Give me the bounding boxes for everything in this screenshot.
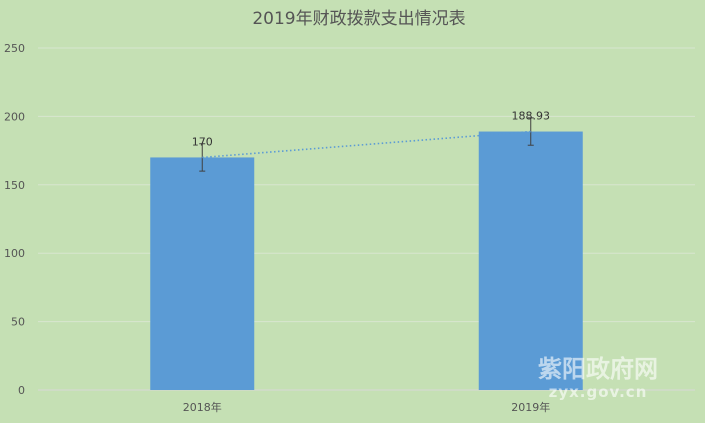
y-tick-label-100: 100 (4, 247, 25, 260)
x-tick-label-2: 2019年 (511, 400, 550, 414)
y-tick-label-150: 150 (4, 179, 25, 192)
watermark: 紫阳政府网 zyx.gov.cn (538, 355, 658, 401)
chart-title: 2019年财政拨款支出情况表 (252, 9, 465, 29)
watermark-url: zyx.gov.cn (549, 383, 648, 401)
x-axis: 2018年 2019年 (183, 400, 551, 414)
trendline-path (202, 130, 531, 159)
y-tick-label-50: 50 (11, 316, 25, 329)
gridlines (38, 47, 695, 391)
bars (150, 131, 583, 390)
bar-1 (150, 157, 255, 390)
trendline (202, 130, 531, 159)
watermark-name: 紫阳政府网 (538, 355, 658, 383)
y-tick-label-200: 200 (4, 110, 25, 123)
data-labels: 170 188.93 (192, 110, 550, 149)
y-axis: 0 50 100 150 200 250 (4, 42, 25, 397)
y-tick-label-250: 250 (4, 42, 25, 55)
y-tick-label-0: 0 (18, 384, 25, 397)
x-tick-label-1: 2018年 (183, 400, 222, 414)
data-label-2: 188.93 (512, 110, 551, 123)
bar-2 (478, 131, 583, 390)
data-label-1: 170 (192, 135, 213, 148)
error-bar-2 (527, 117, 534, 146)
